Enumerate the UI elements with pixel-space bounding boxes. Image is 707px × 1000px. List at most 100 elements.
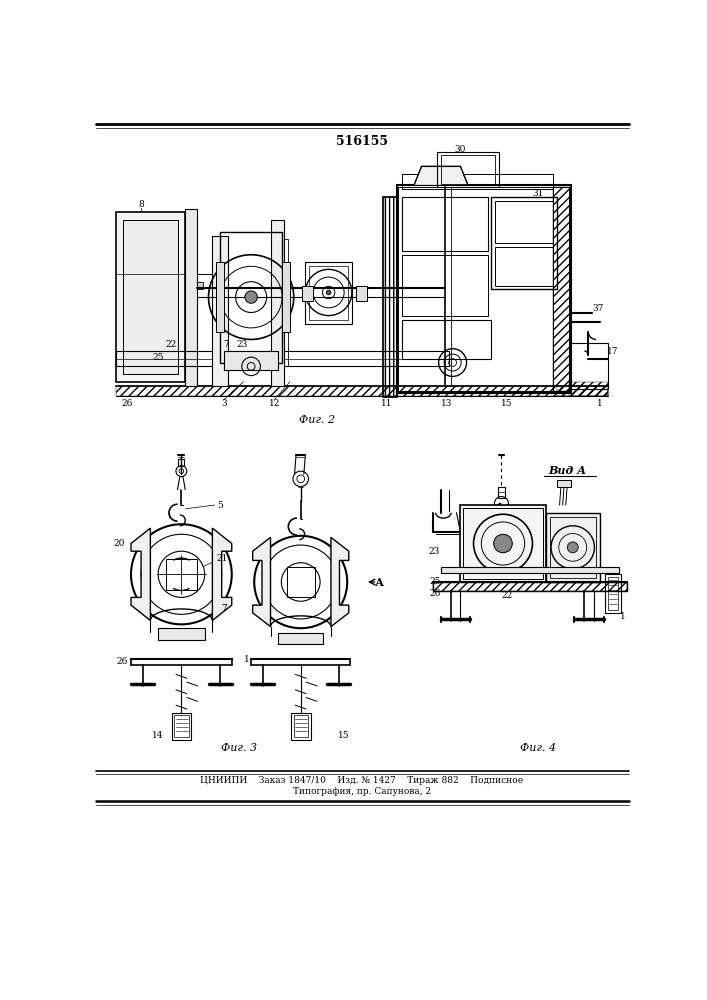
Polygon shape xyxy=(331,537,349,627)
Bar xyxy=(498,487,506,498)
Bar xyxy=(356,286,368,301)
Bar xyxy=(301,286,313,301)
Text: 26: 26 xyxy=(116,657,127,666)
Bar xyxy=(251,659,351,665)
Bar xyxy=(460,505,546,582)
Bar xyxy=(212,235,228,386)
Text: 8: 8 xyxy=(138,200,144,209)
Text: 12: 12 xyxy=(269,399,280,408)
Polygon shape xyxy=(414,166,468,185)
Bar xyxy=(554,187,571,391)
Bar xyxy=(554,187,571,391)
Text: 25: 25 xyxy=(430,578,441,586)
Bar xyxy=(220,232,282,363)
Text: 15: 15 xyxy=(339,732,350,740)
Bar xyxy=(398,187,569,391)
Polygon shape xyxy=(212,528,232,620)
Bar xyxy=(197,274,216,297)
Bar xyxy=(309,266,348,320)
Bar xyxy=(383,197,397,397)
Circle shape xyxy=(567,542,578,553)
Bar xyxy=(305,262,352,324)
Text: 26: 26 xyxy=(122,399,133,408)
Bar xyxy=(287,567,315,597)
Bar xyxy=(605,574,621,613)
Bar xyxy=(172,713,192,740)
Text: 23: 23 xyxy=(236,340,247,349)
Text: 516155: 516155 xyxy=(336,135,388,148)
Bar xyxy=(402,197,488,251)
Text: 1: 1 xyxy=(620,612,626,621)
Bar xyxy=(178,459,185,466)
Polygon shape xyxy=(131,528,151,620)
Circle shape xyxy=(245,291,257,303)
Bar xyxy=(291,713,311,740)
Bar xyxy=(197,282,203,289)
Text: 22: 22 xyxy=(165,340,177,349)
Text: 11: 11 xyxy=(381,399,392,408)
Bar xyxy=(464,508,542,579)
Text: 26: 26 xyxy=(430,589,441,598)
Text: Типография, пр. Сапунова, 2: Типография, пр. Сапунова, 2 xyxy=(293,787,431,796)
Text: 30: 30 xyxy=(455,145,466,154)
Text: ЦНИИПИ    Заказ 1847/10    Изд. № 1427    Тираж 882    Подписное: ЦНИИПИ Заказ 1847/10 Изд. № 1427 Тираж 8… xyxy=(200,776,523,785)
Bar xyxy=(402,255,488,316)
Bar xyxy=(433,582,627,591)
Bar xyxy=(282,262,290,332)
Circle shape xyxy=(327,290,331,295)
Text: 1: 1 xyxy=(245,654,250,664)
Bar xyxy=(175,715,189,737)
Text: 31: 31 xyxy=(532,189,544,198)
Text: 17: 17 xyxy=(607,347,619,356)
Text: 3: 3 xyxy=(221,399,227,408)
Text: 7: 7 xyxy=(223,340,229,349)
Text: 25: 25 xyxy=(153,353,164,362)
Bar xyxy=(441,155,495,184)
Bar xyxy=(123,220,177,374)
Text: Вид А: Вид А xyxy=(548,465,586,476)
Text: 23: 23 xyxy=(428,547,440,556)
Bar xyxy=(185,209,197,386)
Polygon shape xyxy=(252,537,271,627)
Bar xyxy=(271,220,284,386)
Bar xyxy=(433,582,627,591)
Bar xyxy=(557,480,571,487)
Bar xyxy=(131,659,232,665)
Bar xyxy=(402,320,491,359)
Bar xyxy=(383,197,397,397)
Bar xyxy=(397,185,571,393)
Bar xyxy=(495,201,554,243)
Bar xyxy=(441,567,619,573)
Text: 15: 15 xyxy=(501,399,513,408)
Bar xyxy=(158,628,204,640)
Bar xyxy=(569,343,607,389)
Bar xyxy=(166,559,197,590)
Bar xyxy=(546,513,600,582)
Text: Фиг. 2: Фиг. 2 xyxy=(299,415,335,425)
Text: 7: 7 xyxy=(221,604,227,613)
Text: 21: 21 xyxy=(216,554,228,563)
Bar xyxy=(402,174,554,189)
Bar xyxy=(491,197,557,289)
Text: А: А xyxy=(375,576,383,587)
Bar xyxy=(495,247,554,286)
Circle shape xyxy=(493,534,513,553)
Text: Фиг. 3: Фиг. 3 xyxy=(221,743,257,753)
Bar xyxy=(224,351,279,370)
Text: 1: 1 xyxy=(597,399,603,408)
Bar xyxy=(293,715,308,737)
Text: 22: 22 xyxy=(501,591,513,600)
Bar xyxy=(437,152,499,187)
Text: 37: 37 xyxy=(592,304,604,313)
Bar xyxy=(115,386,607,396)
Text: Фиг. 4: Фиг. 4 xyxy=(520,743,556,753)
Bar xyxy=(115,351,449,366)
Bar xyxy=(284,239,288,366)
Bar xyxy=(216,262,224,332)
Bar xyxy=(279,633,323,644)
Bar xyxy=(607,577,619,610)
Bar xyxy=(549,517,596,578)
Bar xyxy=(557,386,607,396)
Text: 5: 5 xyxy=(217,500,223,510)
Text: 13: 13 xyxy=(440,399,452,408)
